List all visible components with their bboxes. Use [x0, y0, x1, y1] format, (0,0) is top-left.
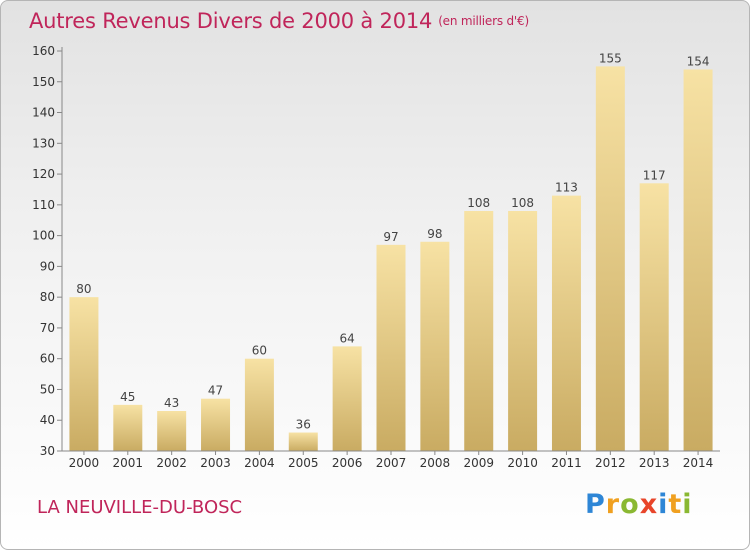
bar-2013 [639, 183, 669, 452]
data-label-2012: 155 [599, 51, 622, 65]
bar-2000 [69, 297, 99, 451]
x-tick-label-2004: 2004 [244, 456, 275, 470]
data-label-2011: 113 [555, 181, 578, 195]
x-tick-label-2014: 2014 [683, 456, 714, 470]
bar-2003 [201, 398, 231, 451]
bar-2006 [332, 346, 362, 451]
data-label-2002: 43 [164, 396, 179, 410]
x-tick-label-2005: 2005 [288, 456, 319, 470]
x-tick-label-2011: 2011 [551, 456, 582, 470]
y-tick-label: 140 [32, 106, 55, 120]
data-label-2004: 60 [252, 344, 267, 358]
logo-letter: P [585, 489, 606, 520]
bar-2014 [683, 69, 713, 451]
bar-2005 [288, 432, 318, 451]
y-tick-label: 40 [40, 413, 55, 427]
y-tick-label: 50 [40, 382, 55, 396]
chart-title-text: Autres Revenus Divers de 2000 à 2014 [29, 9, 433, 33]
x-tick-label-2006: 2006 [332, 456, 363, 470]
y-tick-label: 70 [40, 321, 55, 335]
bar-2010 [508, 211, 538, 451]
x-tick-label-2013: 2013 [639, 456, 670, 470]
y-tick-label: 80 [40, 290, 55, 304]
x-tick-label-2003: 2003 [200, 456, 231, 470]
chart-unit-label: (en milliers d'€) [438, 14, 529, 28]
data-label-2010: 108 [511, 196, 534, 210]
y-tick-label: 130 [32, 136, 55, 150]
x-tick-label-2008: 2008 [420, 456, 451, 470]
bar-2001 [113, 404, 143, 451]
bar-2004 [244, 358, 274, 451]
y-tick-label: 110 [32, 198, 55, 212]
y-tick-label: 150 [32, 75, 55, 89]
x-tick-label-2001: 2001 [113, 456, 144, 470]
x-tick-label-2002: 2002 [156, 456, 187, 470]
x-tick-label-2007: 2007 [376, 456, 407, 470]
bars-group: 80 45 43 47 60 36 64 97 98 108 108 113 155 117 154 [69, 51, 713, 452]
data-label-2006: 64 [339, 331, 354, 345]
x-tick-label-2009: 2009 [463, 456, 494, 470]
y-tick-label: 120 [32, 167, 55, 181]
bar-2012 [595, 66, 625, 451]
bar-2002 [157, 411, 187, 451]
proxiti-logo: Proxiti [585, 489, 693, 520]
y-tick-label: 90 [40, 259, 55, 273]
y-tick-label: 60 [40, 352, 55, 366]
chart-title: Autres Revenus Divers de 2000 à 2014 (en … [29, 9, 529, 33]
data-label-2008: 98 [427, 227, 442, 241]
y-tick-label: 30 [40, 444, 55, 458]
data-label-2013: 117 [643, 168, 666, 182]
logo-letter: x [639, 489, 659, 520]
data-label-2007: 97 [383, 230, 398, 244]
bar-2008 [420, 241, 450, 451]
logo-letter: r [605, 489, 621, 520]
bar-2009 [464, 211, 494, 451]
logo-letter: o [620, 489, 640, 520]
logo-letter: i [658, 489, 669, 520]
commune-name: LA NEUVILLE-DU-BOSC [37, 497, 243, 518]
y-axis: 30 40 50 60 70 80 90 100 110 120 130 140 150 160 [32, 44, 63, 458]
logo-letter: t [668, 489, 683, 520]
data-label-2009: 108 [467, 196, 490, 210]
y-tick-label: 160 [32, 44, 55, 58]
x-tick-label-2010: 2010 [507, 456, 538, 470]
data-label-2005: 36 [296, 418, 311, 432]
x-tick-label-2012: 2012 [595, 456, 626, 470]
data-label-2003: 47 [208, 384, 223, 398]
y-tick-label: 100 [32, 229, 55, 243]
logo-letter: i [682, 489, 693, 520]
x-tick-label-2000: 2000 [69, 456, 100, 470]
data-label-2001: 45 [120, 390, 135, 404]
data-label-2014: 154 [687, 54, 710, 68]
data-label-2000: 80 [76, 282, 91, 296]
bar-2011 [551, 195, 581, 451]
x-axis: 2000 2001 2002 2003 2004 2005 2006 2007 2008 2009… [62, 450, 720, 470]
bar-2007 [376, 244, 406, 451]
